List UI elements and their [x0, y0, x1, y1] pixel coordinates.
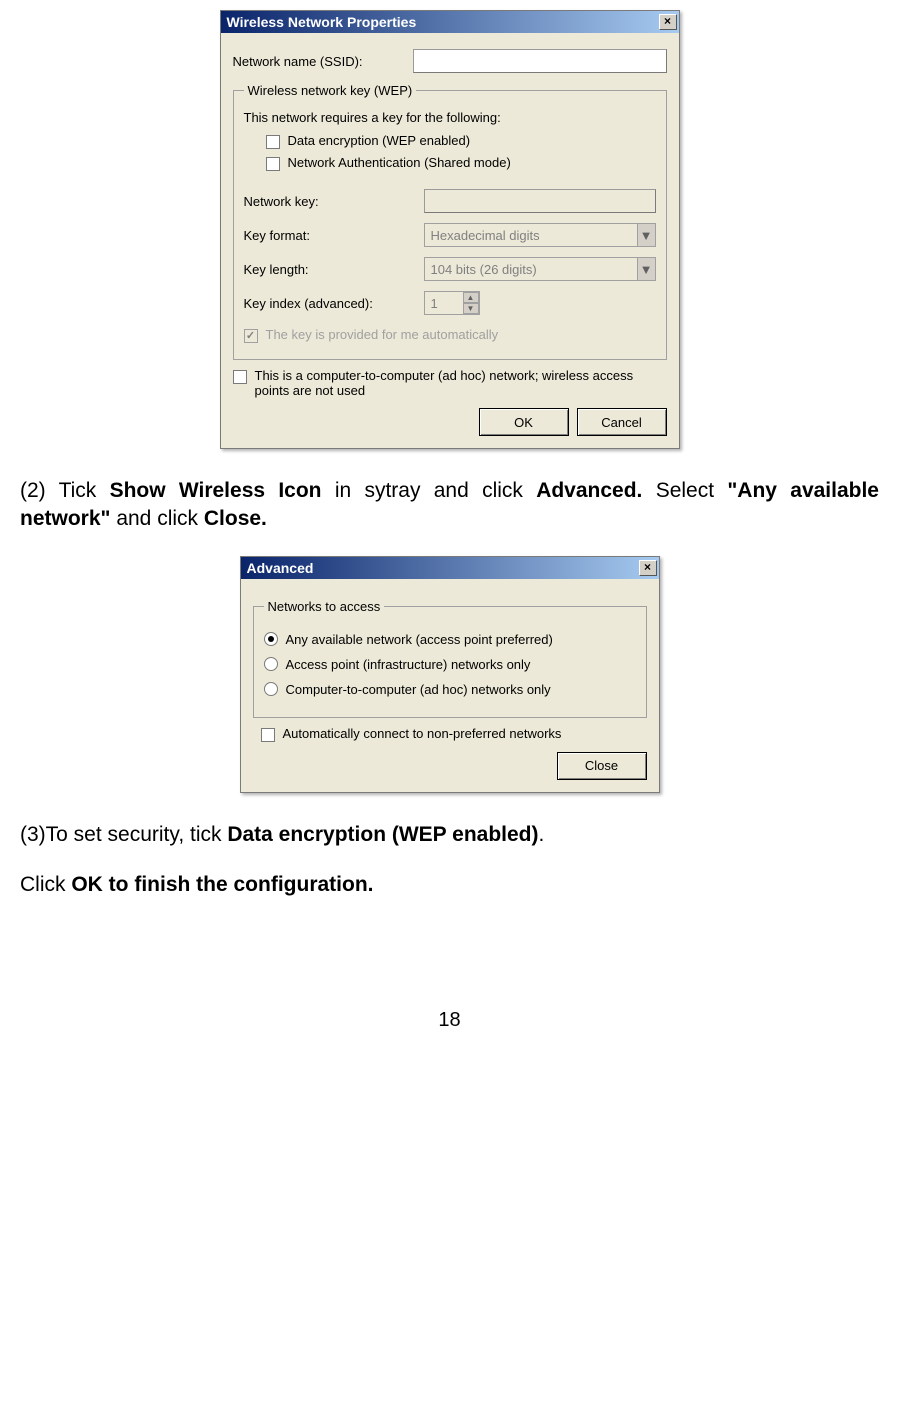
networks-access-title: Networks to access [264, 599, 385, 614]
text: Select [656, 479, 728, 502]
network-auth-checkbox[interactable] [266, 157, 280, 171]
page-number: 18 [20, 1009, 879, 1032]
text: in sytray and click [335, 479, 536, 502]
key-index-label: Key index (advanced): [244, 296, 424, 311]
auto-key-row: The key is provided for me automatically [244, 327, 656, 343]
key-length-label: Key length: [244, 262, 424, 277]
data-encryption-row: Data encryption (WEP enabled) [244, 133, 656, 149]
wep-group-title: Wireless network key (WEP) [244, 83, 417, 98]
radio-adhoc[interactable] [264, 682, 278, 696]
wep-group: Wireless network key (WEP) This network … [233, 83, 667, 360]
auto-key-checkbox [244, 329, 258, 343]
titlebar[interactable]: Wireless Network Properties × [221, 11, 679, 33]
adhoc-checkbox[interactable] [233, 370, 247, 384]
ssid-row: Network name (SSID): [233, 49, 667, 73]
auto-key-label: The key is provided for me automatically [266, 327, 656, 342]
wep-intro: This network requires a key for the foll… [244, 110, 656, 125]
instruction-3: (3)To set security, tick Data encryption… [20, 821, 879, 849]
text: and click [116, 507, 204, 530]
key-format-value: Hexadecimal digits [431, 228, 540, 243]
instruction-2: (2) Tick Show Wireless Icon in sytray an… [20, 477, 879, 534]
option-access-point[interactable]: Access point (infrastructure) networks o… [264, 657, 636, 672]
radio-access-point[interactable] [264, 657, 278, 671]
titlebar[interactable]: Advanced × [241, 557, 659, 579]
spinner-buttons: ▲ ▼ [463, 292, 479, 314]
text-bold: Data encryption (WEP enabled) [227, 823, 538, 846]
spinner-down-icon: ▼ [463, 303, 479, 314]
option-any-network[interactable]: Any available network (access point pref… [264, 632, 636, 647]
dialog-body: Networks to access Any available network… [241, 579, 659, 792]
radio-label: Computer-to-computer (ad hoc) networks o… [286, 682, 636, 697]
text-bold: Advanced. [536, 479, 642, 502]
adhoc-label: This is a computer-to-computer (ad hoc) … [255, 368, 667, 398]
network-key-row: Network key: [244, 189, 656, 213]
advanced-dialog: Advanced × Networks to access Any availa… [240, 556, 660, 793]
key-length-select: 104 bits (26 digits) ▼ [424, 257, 656, 281]
key-format-row: Key format: Hexadecimal digits ▼ [244, 223, 656, 247]
key-index-value: 1 [431, 296, 438, 311]
text: (3)To set security, tick [20, 823, 227, 846]
cancel-button[interactable]: Cancel [577, 408, 667, 436]
option-adhoc[interactable]: Computer-to-computer (ad hoc) networks o… [264, 682, 636, 697]
key-format-label: Key format: [244, 228, 424, 243]
network-auth-row: Network Authentication (Shared mode) [244, 155, 656, 171]
auto-connect-checkbox[interactable] [261, 728, 275, 742]
ssid-input[interactable] [413, 49, 667, 73]
networks-access-group: Networks to access Any available network… [253, 599, 647, 718]
network-key-input [424, 189, 656, 213]
key-index-row: Key index (advanced): 1 ▲ ▼ [244, 291, 656, 315]
text: . [539, 823, 545, 846]
text-bold: OK to finish the configuration. [71, 873, 373, 896]
key-index-spinner: 1 ▲ ▼ [424, 291, 480, 315]
close-icon[interactable]: × [639, 560, 657, 576]
instruction-4: Click OK to finish the configuration. [20, 871, 879, 899]
radio-any-network[interactable] [264, 632, 278, 646]
ok-button[interactable]: OK [479, 408, 569, 436]
text: Click [20, 873, 71, 896]
close-button[interactable]: Close [557, 752, 647, 780]
data-encryption-label: Data encryption (WEP enabled) [288, 133, 656, 148]
chevron-down-icon: ▼ [637, 224, 655, 246]
key-length-row: Key length: 104 bits (26 digits) ▼ [244, 257, 656, 281]
network-auth-label: Network Authentication (Shared mode) [288, 155, 656, 170]
spinner-up-icon: ▲ [463, 292, 479, 303]
key-length-value: 104 bits (26 digits) [431, 262, 537, 277]
text-bold: Close. [204, 507, 267, 530]
button-row: Close [253, 752, 647, 780]
wireless-properties-dialog: Wireless Network Properties × Network na… [220, 10, 680, 449]
ssid-label: Network name (SSID): [233, 54, 413, 69]
text-bold: Show Wireless Icon [110, 479, 322, 502]
adhoc-row: This is a computer-to-computer (ad hoc) … [233, 368, 667, 398]
dialog-title: Advanced [247, 560, 639, 576]
chevron-down-icon: ▼ [637, 258, 655, 280]
button-row: OK Cancel [233, 408, 667, 436]
document-page: Wireless Network Properties × Network na… [0, 10, 899, 1072]
auto-connect-row: Automatically connect to non-preferred n… [261, 726, 647, 742]
dialog-body: Network name (SSID): Wireless network ke… [221, 33, 679, 448]
key-format-select: Hexadecimal digits ▼ [424, 223, 656, 247]
close-icon[interactable]: × [659, 14, 677, 30]
radio-label: Access point (infrastructure) networks o… [286, 657, 636, 672]
auto-connect-label: Automatically connect to non-preferred n… [283, 726, 647, 741]
data-encryption-checkbox[interactable] [266, 135, 280, 149]
radio-label: Any available network (access point pref… [286, 632, 636, 647]
network-key-label: Network key: [244, 194, 424, 209]
dialog-title: Wireless Network Properties [227, 14, 659, 30]
text: (2) Tick [20, 479, 110, 502]
